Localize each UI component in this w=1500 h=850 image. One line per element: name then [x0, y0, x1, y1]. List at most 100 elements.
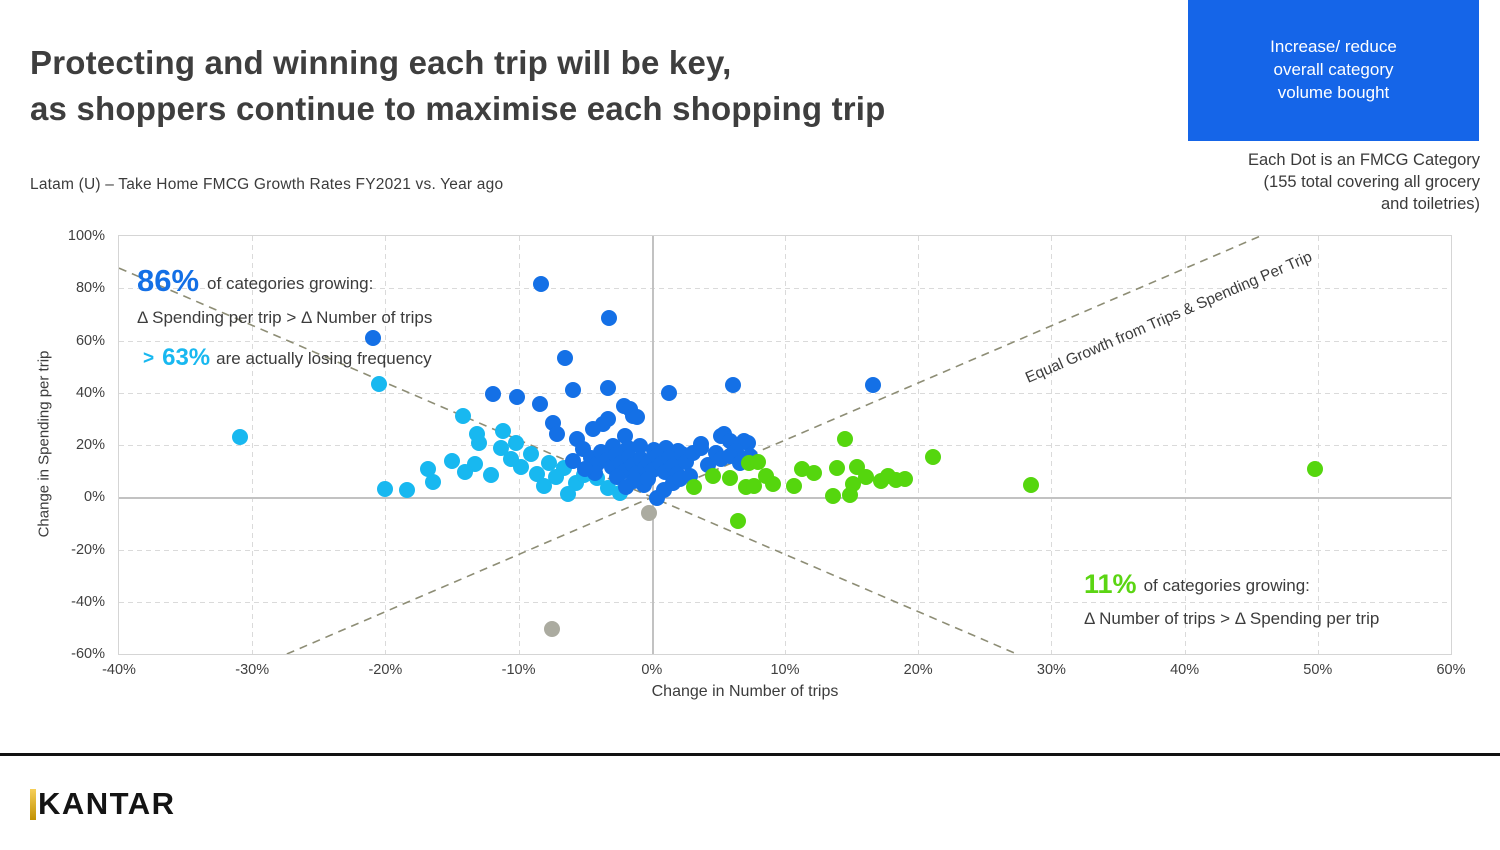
trips-led-percentage: 11% — [1084, 569, 1137, 599]
annotation-spending-led: 86% of categories growing: Δ Spending per… — [137, 258, 432, 330]
data-point-trips-led-green — [705, 468, 722, 485]
x-tick-label: -40% — [102, 662, 136, 678]
losing-frequency-percentage: 63% — [162, 344, 211, 371]
data-point-spending-led-blue — [618, 478, 635, 495]
data-point-spending-led-blue — [661, 385, 678, 402]
data-point-losing-frequency-cyan — [482, 467, 499, 484]
data-point-volume-declining-gray — [641, 504, 658, 521]
data-point-losing-frequency-cyan — [541, 455, 558, 472]
data-point-losing-frequency-cyan — [507, 434, 524, 451]
dot-note-line-2: (155 total covering all grocery — [1263, 172, 1480, 191]
y-tick-label: 80% — [75, 280, 105, 297]
y-gridline — [119, 288, 1451, 290]
data-point-losing-frequency-cyan — [377, 481, 394, 498]
data-point-losing-frequency-cyan — [420, 460, 437, 477]
title-line-2: as shoppers continue to maximise each sh… — [30, 90, 886, 128]
page-title: Protecting and winning each trip will be… — [30, 40, 886, 132]
data-point-trips-led-green — [765, 476, 781, 493]
data-point-spending-led-blue — [365, 330, 382, 347]
data-point-spending-led-blue — [617, 428, 634, 445]
y-tick-label: 20% — [75, 437, 105, 453]
equal-growth-ascending — [286, 236, 1261, 654]
data-point-losing-frequency-cyan — [398, 482, 415, 499]
x-tick-label: 10% — [770, 662, 800, 678]
y-gridline — [119, 601, 1451, 603]
spending-led-text: of categories growing: — [207, 274, 374, 293]
data-point-losing-frequency-cyan — [454, 408, 471, 425]
callout-box: Increase/ reduce overall category volume… — [1188, 0, 1479, 141]
y-gridline — [119, 445, 1451, 446]
kantar-logo: KANTAR — [30, 786, 176, 822]
data-point-spending-led-blue — [565, 452, 582, 469]
data-point-trips-led-green — [858, 469, 875, 486]
data-point-trips-led-green — [730, 512, 747, 529]
data-point-losing-frequency-cyan — [547, 468, 564, 485]
data-point-losing-frequency-cyan — [444, 453, 460, 470]
y-tick-label: -20% — [71, 541, 105, 558]
data-point-spending-led-blue — [693, 436, 710, 453]
data-point-spending-led-blue — [557, 350, 574, 367]
scatter-plot-area: 86% of categories growing: Δ Spending per… — [68, 228, 1466, 678]
data-point-losing-frequency-cyan — [232, 429, 249, 446]
x-axis-title: Change in Number of trips — [651, 683, 839, 700]
dot-note-line-1: Each Dot is an FMCG Category — [1248, 151, 1480, 169]
y-tick-label: 100% — [67, 228, 105, 244]
kantar-logo-text: KANTAR — [38, 786, 176, 821]
data-point-trips-led-green — [806, 465, 823, 482]
data-point-trips-led-green — [836, 430, 853, 447]
data-point-losing-frequency-cyan — [457, 464, 474, 481]
chart-subtitle: Latam (U) – Take Home FMCG Growth Rates … — [30, 176, 504, 193]
footer-divider — [0, 753, 1500, 756]
data-point-spending-led-blue — [549, 426, 566, 443]
data-point-trips-led-green — [842, 487, 859, 504]
data-point-spending-led-blue — [509, 389, 526, 406]
callout-line-3: volume bought — [1277, 82, 1390, 102]
data-point-spending-led-blue — [585, 421, 602, 438]
callout-line-1: Increase/ reduce — [1270, 37, 1397, 57]
x-tick-label: -20% — [368, 662, 403, 678]
data-point-spending-led-blue — [565, 382, 582, 399]
x-tick-label: 60% — [1436, 662, 1466, 678]
x-tick-label: 20% — [903, 662, 933, 678]
data-point-trips-led-green — [722, 470, 739, 487]
equal-growth-reference-lines — [119, 236, 1261, 654]
x-tick-label: -10% — [501, 662, 536, 678]
kantar-logo-gold-bar — [30, 788, 36, 820]
data-point-spending-led-blue — [631, 438, 648, 455]
y-gridline — [119, 549, 1451, 551]
data-point-losing-frequency-cyan — [502, 451, 519, 468]
trips-led-text: of categories growing: — [1143, 576, 1310, 595]
spending-led-percentage: 86% — [137, 263, 200, 298]
data-point-spending-led-blue — [725, 377, 742, 394]
y-zero-line — [119, 497, 1451, 500]
losing-frequency-text: are actually losing frequency — [216, 349, 432, 368]
data-point-trips-led-green — [786, 478, 803, 495]
x-tick-label: 40% — [1170, 662, 1200, 678]
y-gridline — [119, 340, 1451, 342]
data-point-trips-led-green — [924, 449, 941, 466]
data-point-volume-declining-gray — [543, 621, 560, 638]
data-point-spending-led-blue — [599, 380, 616, 397]
data-point-trips-led-green — [746, 478, 763, 495]
equal-growth-descending — [119, 267, 1018, 654]
x-tick-label: 50% — [1303, 662, 1333, 678]
y-gridline — [119, 392, 1451, 394]
callout-line-2: overall category — [1273, 60, 1394, 80]
trips-led-formula: Δ Number of trips > Δ Spending per trip — [1084, 608, 1380, 628]
y-tick-label: 60% — [75, 332, 105, 349]
data-point-losing-frequency-cyan — [522, 446, 539, 463]
data-point-trips-led-green — [828, 460, 845, 477]
data-point-spending-led-blue — [533, 276, 550, 293]
data-point-spending-led-blue — [629, 409, 646, 426]
x-tick-label: 30% — [1036, 662, 1066, 678]
annotation-trips-led: 11% of categories growing: Δ Number of tr… — [1084, 564, 1379, 632]
data-point-spending-led-blue — [577, 460, 594, 477]
y-tick-label: -40% — [71, 593, 105, 610]
data-point-spending-led-blue — [639, 471, 656, 488]
dot-legend-note: Each Dot is an FMCG Category (155 total … — [1248, 150, 1480, 215]
data-point-losing-frequency-cyan — [370, 375, 387, 392]
data-point-losing-frequency-cyan — [470, 435, 487, 452]
annotation-losing-frequency: >63% are actually losing frequency — [143, 344, 432, 372]
title-line-1: Protecting and winning each trip will be… — [30, 44, 732, 81]
data-point-trips-led-green — [750, 454, 767, 471]
